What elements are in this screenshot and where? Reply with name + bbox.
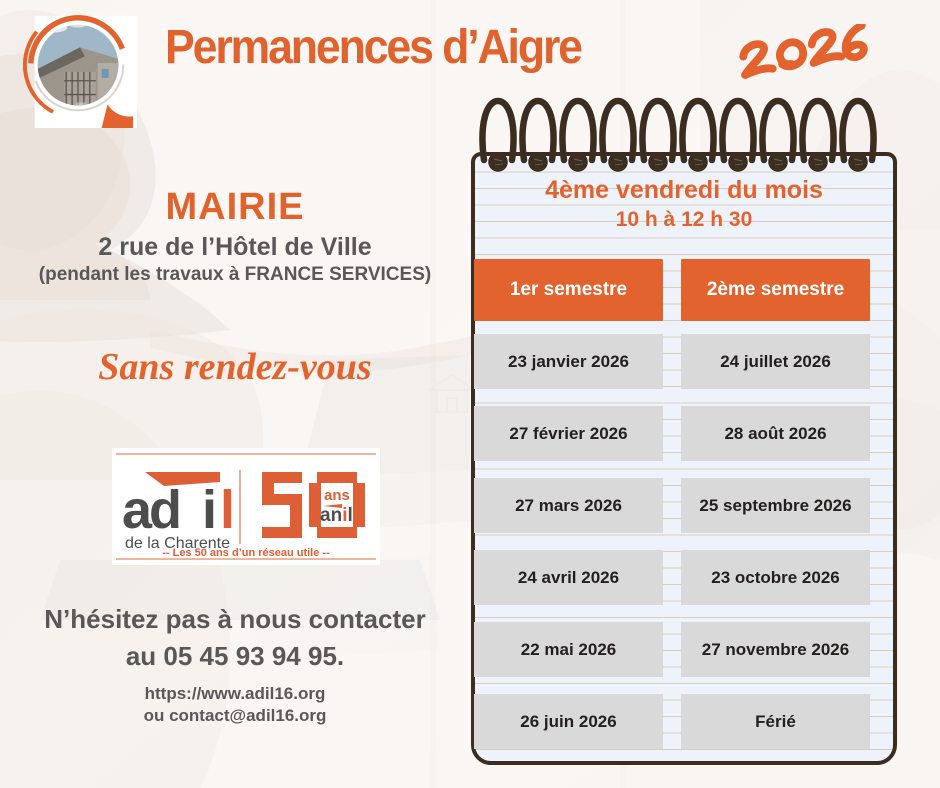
svg-text:-- Les 50 ans d’un réseau util: -- Les 50 ans d’un réseau utile --	[162, 547, 330, 559]
svg-text:anil: anil	[320, 505, 353, 526]
svg-text:ad: ad	[122, 480, 179, 540]
svg-text:ans: ans	[324, 487, 350, 504]
svg-text:i: i	[202, 480, 217, 540]
svg-text:l: l	[220, 480, 235, 540]
